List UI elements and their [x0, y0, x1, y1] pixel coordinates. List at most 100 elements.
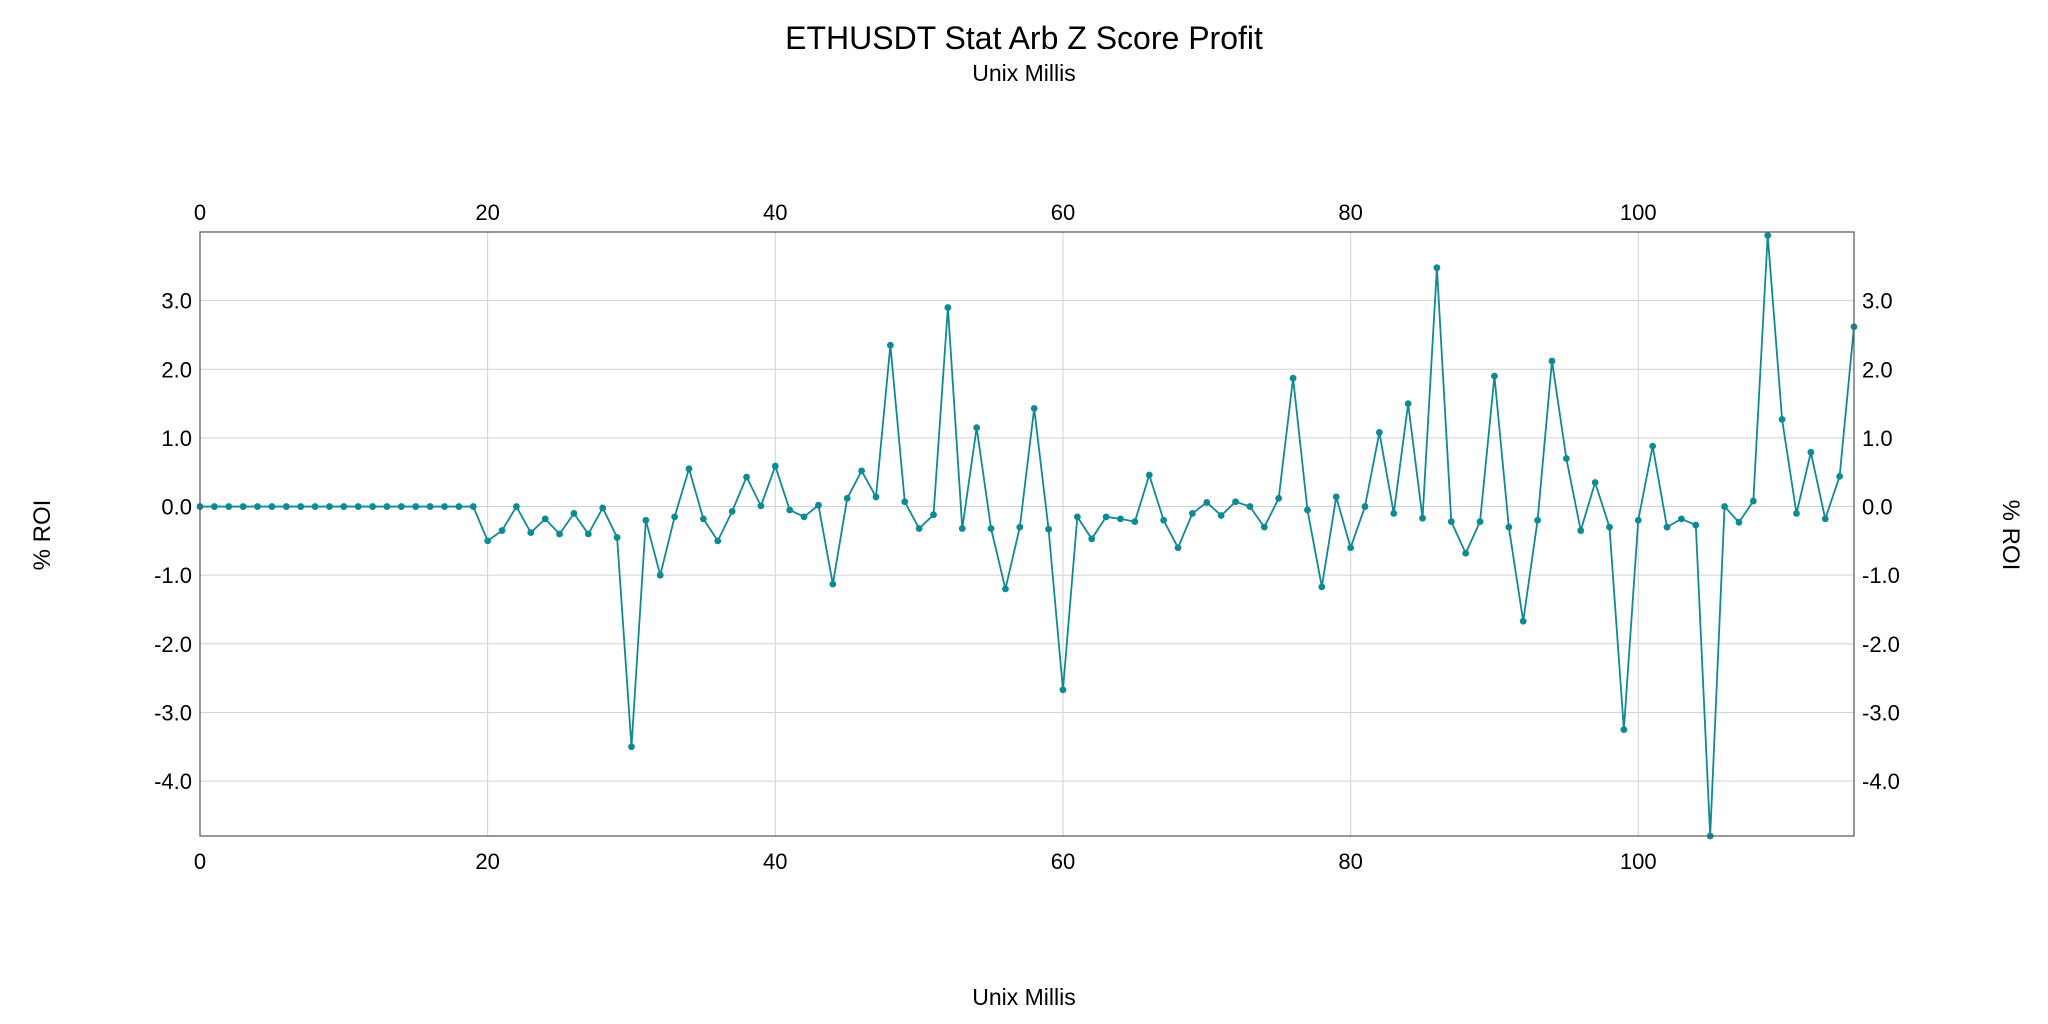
data-point — [757, 502, 765, 510]
data-point — [671, 513, 679, 521]
chart-title: ETHUSDT Stat Arb Z Score Profit — [785, 20, 1263, 56]
data-point — [1117, 515, 1124, 523]
data-point — [743, 473, 750, 481]
data-point — [930, 511, 937, 519]
data-point — [1304, 506, 1311, 514]
data-point — [513, 503, 520, 510]
data-point — [1519, 617, 1527, 625]
data-point — [829, 580, 837, 588]
x-axis-label-bottom: Unix Millis — [972, 984, 1076, 1010]
data-point — [412, 503, 420, 510]
data-point — [254, 503, 261, 510]
data-point — [1073, 513, 1081, 521]
data-point — [1361, 503, 1369, 510]
data-point — [1347, 544, 1355, 552]
data-point — [1145, 471, 1153, 479]
data-point — [1375, 429, 1383, 436]
data-point — [1505, 523, 1513, 531]
plot-frame — [199, 231, 1855, 837]
y-tick-label-right: 0.0 — [1862, 495, 1893, 520]
data-point — [1433, 264, 1441, 272]
y-tick-label-left: 1.0 — [161, 426, 192, 451]
data-point — [628, 743, 635, 751]
data-point — [1318, 583, 1326, 591]
x-tick-label-bottom: 40 — [763, 849, 787, 874]
data-point — [714, 537, 722, 545]
data-point — [441, 503, 448, 510]
data-point — [1030, 404, 1038, 412]
x-tick-label-bottom: 100 — [1620, 849, 1657, 874]
data-point — [426, 503, 434, 510]
data-point — [1131, 518, 1139, 526]
data-point — [354, 503, 362, 510]
y-tick-label-left: -3.0 — [154, 700, 192, 725]
data-point — [1447, 518, 1455, 526]
data-point — [1721, 503, 1728, 510]
data-point — [397, 503, 405, 510]
y-tick-label-right: 1.0 — [1862, 426, 1893, 451]
data-point — [1404, 400, 1412, 407]
data-point — [973, 424, 981, 432]
data-point — [1807, 448, 1815, 456]
data-point — [584, 530, 592, 538]
y-tick-label-right: -4.0 — [1862, 769, 1900, 794]
data-point — [1088, 535, 1096, 543]
data-point — [915, 525, 923, 532]
data-point — [685, 465, 693, 473]
data-point — [1275, 494, 1283, 502]
y-tick-label-left: 2.0 — [161, 357, 192, 382]
data-point — [613, 534, 621, 541]
data-point — [1678, 515, 1685, 523]
data-point — [872, 493, 880, 501]
data-point — [1778, 415, 1786, 423]
y-tick-label-right: -2.0 — [1862, 632, 1900, 657]
grid-lines — [199, 232, 1854, 836]
data-point — [239, 503, 247, 510]
data-point — [1260, 523, 1268, 531]
data-point — [1749, 497, 1757, 505]
y-tick-label-right: 3.0 — [1862, 289, 1893, 314]
data-point — [771, 462, 779, 470]
data-point — [297, 503, 305, 510]
data-point — [1836, 472, 1844, 480]
data-point — [1217, 512, 1225, 519]
data-point — [1462, 549, 1470, 557]
data-point — [1491, 372, 1498, 380]
data-point — [268, 503, 276, 510]
data-point — [311, 503, 319, 510]
x-tick-label-top: 40 — [763, 200, 787, 225]
data-point — [455, 503, 463, 510]
x-tick-label-bottom: 60 — [1051, 849, 1075, 874]
data-point — [1663, 523, 1671, 531]
data-point — [225, 503, 233, 510]
data-point — [541, 515, 549, 523]
data-point — [1649, 442, 1657, 450]
data-point — [369, 503, 376, 510]
x-tick-label-top: 100 — [1620, 200, 1657, 225]
data-point — [815, 501, 822, 509]
data-point — [1189, 510, 1196, 517]
y-tick-label-right: 2.0 — [1862, 357, 1893, 382]
data-point — [1577, 527, 1585, 534]
x-tick-label-bottom: 0 — [194, 849, 206, 874]
data-point — [599, 504, 607, 512]
data-point — [1059, 686, 1067, 694]
data-point — [1002, 585, 1009, 593]
y-tick-label-left: -2.0 — [154, 632, 192, 657]
data-point — [1102, 513, 1110, 521]
x-tick-label-top: 80 — [1338, 200, 1362, 225]
data-point — [498, 527, 506, 534]
data-point — [1232, 498, 1239, 506]
data-point — [282, 503, 290, 510]
data-point — [484, 537, 492, 545]
data-point — [1419, 514, 1426, 522]
y-tick-label-right: -1.0 — [1862, 563, 1900, 588]
data-point — [1634, 516, 1642, 524]
data-point — [1246, 503, 1254, 510]
data-point — [326, 503, 333, 510]
data-point — [858, 467, 865, 475]
data-point — [642, 516, 650, 524]
data-point — [556, 530, 563, 538]
data-point — [699, 515, 707, 523]
